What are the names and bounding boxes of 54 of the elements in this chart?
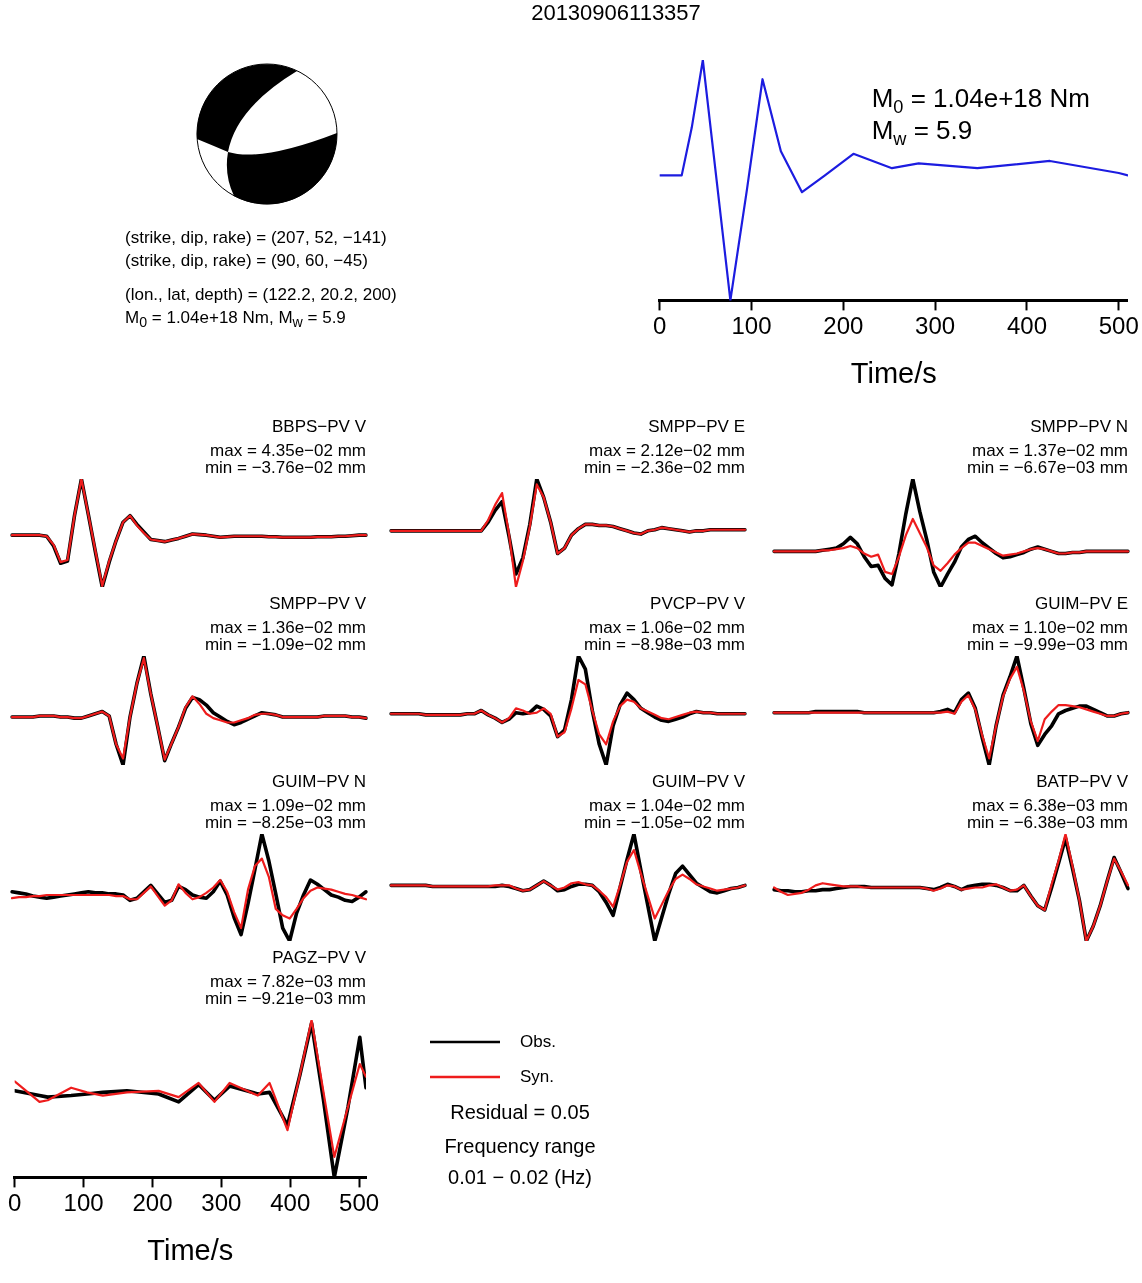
chart-title: GUIM−PV N	[272, 771, 367, 791]
chart-title: SMPP−PV E	[648, 416, 746, 436]
x-tick-label: 300	[201, 1189, 242, 1217]
text: max = 1.04e−02 mm	[589, 795, 746, 815]
text: min = −6.38e−03 mm	[966, 812, 1129, 832]
chart-title: GUIM−PV E	[1034, 593, 1129, 613]
text: min = −6.67e−03 mm	[966, 457, 1129, 477]
text: 0.01 − 0.02 (Hz)	[448, 1165, 592, 1188]
text: Frequency range	[444, 1134, 596, 1157]
text: M$_{0}$ = 1.04e+18 Nm, M$_{w}$ = 5.9	[125, 308, 346, 331]
x-tick-label: 300	[915, 312, 956, 340]
x-tick-label: 500	[1098, 312, 1139, 340]
x-tick-label: 200	[132, 1189, 173, 1217]
x-tick-label: 200	[823, 312, 864, 340]
x-tick-label: 100	[63, 1189, 104, 1217]
text: max = 7.82e−03 mm	[210, 971, 367, 991]
chart-title: GUIM−PV V	[651, 771, 746, 791]
text: max = 1.37e−02 mm	[972, 440, 1129, 460]
x-axis-title: Time/s	[850, 356, 937, 389]
chart-title: BBPS−PV V	[271, 416, 367, 436]
x-tick-label: 0	[652, 312, 667, 340]
text: (strike, dip, rake) = (90, 60, −45)	[125, 251, 368, 271]
text: max = 1.06e−02 mm	[589, 617, 746, 637]
text: min = −3.76e−02 mm	[204, 457, 367, 477]
x-axis-title: Time/s	[147, 1233, 234, 1266]
text: max = 1.36e−02 mm	[210, 617, 367, 637]
text: min = −9.21e−03 mm	[204, 988, 367, 1008]
text: max = 2.12e−02 mm	[589, 440, 746, 460]
text: min = −2.36e−02 mm	[583, 457, 746, 477]
chart-title: PVCP−PV V	[650, 593, 746, 613]
legend-label: Obs.	[520, 1031, 556, 1051]
chart-title: SMPP−PV V	[269, 593, 367, 613]
text: min = −1.09e−02 mm	[204, 634, 367, 654]
text: min = −8.25e−03 mm	[204, 812, 367, 832]
text: 20130906113357	[530, 0, 702, 26]
text: (lon., lat, depth) = (122.2, 20.2, 200)	[125, 285, 397, 305]
x-tick-label: 500	[339, 1189, 380, 1217]
chart-title: PAGZ−PV V	[272, 947, 367, 967]
text: min = −8.98e−03 mm	[583, 634, 746, 654]
x-tick-label: 400	[270, 1189, 311, 1217]
legend-label: Syn.	[520, 1066, 555, 1086]
text: max = 1.09e−02 mm	[210, 795, 367, 815]
text: min = −1.05e−02 mm	[583, 812, 746, 832]
chart-title: SMPP−PV N	[1030, 416, 1129, 436]
text: max = 6.38e−03 mm	[972, 795, 1129, 815]
text: (strike, dip, rake) = (207, 52, −141)	[125, 228, 387, 248]
text: min = −9.99e−03 mm	[966, 634, 1129, 654]
chart-title: BATP−PV V	[1036, 771, 1129, 791]
text: Residual = 0.05	[450, 1100, 590, 1123]
text: max = 4.35e−02 mm	[210, 440, 367, 460]
text: max = 1.10e−02 mm	[972, 617, 1129, 637]
x-tick-label: 400	[1006, 312, 1047, 340]
x-tick-label: 100	[731, 312, 772, 340]
x-tick-label: 0	[7, 1189, 22, 1217]
